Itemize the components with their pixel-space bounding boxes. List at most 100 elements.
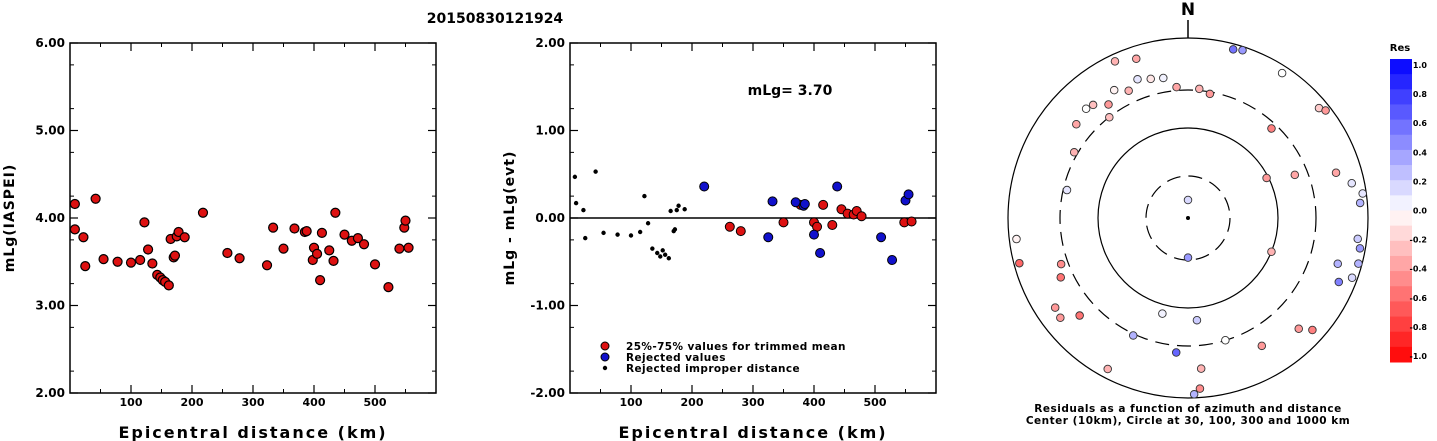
polar-caption-line-2: Center (10km), Circle at 30, 100, 300 an… <box>1026 415 1350 427</box>
improper-distance-point <box>628 233 634 238</box>
station-residual-point <box>1308 325 1317 335</box>
y-tick-label: 5.00 <box>35 124 65 138</box>
station-magnitude-point <box>278 243 289 254</box>
ring-300km <box>1059 89 1317 347</box>
improper-distance-point <box>642 193 647 199</box>
station-magnitude-point <box>328 255 339 266</box>
colorbar-cell <box>1390 346 1412 363</box>
colorbar-cell <box>1390 59 1412 75</box>
improper-distance-point <box>637 229 643 235</box>
station-magnitude-point <box>316 227 328 238</box>
station-residual-point <box>1062 185 1072 195</box>
y-tick-label: -1.00 <box>530 299 565 313</box>
station-residual-point <box>1110 57 1120 66</box>
colorbar-cell <box>1390 195 1412 211</box>
station-magnitude-point <box>261 260 273 271</box>
station-residual-point <box>1257 341 1267 351</box>
station-magnitude-point <box>125 257 137 268</box>
improper-distance-point <box>581 207 586 213</box>
y-tick-label: 4.00 <box>35 211 65 225</box>
colorbar-cell <box>1390 89 1412 105</box>
station-residual-point <box>1081 104 1091 113</box>
rejected-point <box>809 229 819 240</box>
station-residual-point <box>1355 198 1365 208</box>
station-residual-point <box>1012 234 1021 244</box>
station-residual-point <box>1056 259 1066 269</box>
colorbar-cell <box>1390 149 1412 166</box>
station-magnitude-point <box>78 232 89 243</box>
trimmed-mean-point <box>724 221 735 232</box>
station-residual-point <box>1075 311 1084 320</box>
rejected-point <box>887 255 898 265</box>
colorbar-label: 0.0 <box>1413 207 1428 216</box>
station-residual-point <box>1205 89 1215 99</box>
station-residual-point <box>1172 82 1181 92</box>
station-residual-point <box>1128 331 1138 340</box>
legend-marker <box>600 352 610 362</box>
station-magnitude-point <box>142 244 154 255</box>
colorbar-cell <box>1390 255 1412 272</box>
station-residual-point <box>1195 84 1204 94</box>
x-tick-label: 400 <box>803 396 826 409</box>
station-residual-point <box>1158 309 1167 318</box>
colorbar-cell <box>1390 316 1412 333</box>
north-label: N <box>1181 0 1195 20</box>
station-residual-point <box>1358 189 1367 198</box>
station-residual-point <box>1088 100 1098 110</box>
improper-distance-point <box>601 230 606 236</box>
station-magnitude-point <box>135 254 146 266</box>
x-tick-label: 200 <box>181 396 204 409</box>
station-residual-point <box>1294 324 1303 333</box>
colorbar-cell <box>1390 180 1412 196</box>
improper-distance-point <box>672 227 678 232</box>
improper-distance-point <box>645 221 651 226</box>
colorbar-cell <box>1390 240 1412 257</box>
station-residual-point <box>1353 234 1362 244</box>
station-residual-point <box>1189 390 1199 399</box>
legend-label: 25%-75% values for trimmed mean <box>626 341 846 353</box>
station-residual-point <box>1333 259 1343 269</box>
station-magnitude-point <box>80 261 91 272</box>
epicenter-dot <box>1186 216 1190 220</box>
station-residual-point <box>1159 73 1168 83</box>
y-tick-label: -2.00 <box>530 386 565 400</box>
station-residual-point <box>1196 364 1206 373</box>
colorbar-cell <box>1390 210 1412 227</box>
station-residual-point <box>1050 303 1060 312</box>
improper-distance-point <box>660 248 665 253</box>
station-residual-point <box>1321 106 1330 115</box>
station-magnitude-point <box>222 247 233 259</box>
colorbar-cell <box>1390 271 1412 287</box>
rejected-point <box>799 199 810 209</box>
residual-colorbar: Res 1.0 0.8 0.6 0.4 0.2 0.0 -0.2 -0.4 -0.6 -0.8 -1… <box>1390 43 1428 363</box>
ring-100km <box>1097 127 1279 309</box>
station-residual-point <box>1347 178 1356 188</box>
station-magnitude-point <box>112 256 123 267</box>
station-residual-point <box>1221 335 1230 345</box>
colorbar-cell <box>1390 119 1412 136</box>
trimmed-mean-point <box>735 226 746 237</box>
station-magnitude-point <box>98 254 109 265</box>
x-tick-label: 200 <box>681 396 704 409</box>
legend-label: Rejected improper distance <box>626 363 800 375</box>
station-magnitude-point <box>400 215 411 226</box>
station-residual-point <box>1347 273 1357 282</box>
improper-distance-point <box>593 169 598 174</box>
colorbar-cell <box>1390 165 1412 181</box>
station-residual-point <box>1069 148 1079 157</box>
x-axis-label: Epicentral distance (km) <box>618 423 887 441</box>
mean-magnitude-annotation: mLg= 3.70 <box>748 83 833 99</box>
colorbar-label: -0.4 <box>1410 265 1428 274</box>
improper-distance-point <box>666 256 672 261</box>
colorbar-cell <box>1390 134 1412 151</box>
rejected-point <box>815 248 826 258</box>
station-magnitude-point <box>289 223 300 234</box>
station-residual-point <box>1171 348 1181 357</box>
improper-distance-point <box>583 235 588 241</box>
colorbar-cell <box>1390 74 1412 90</box>
station-magnitude-point <box>324 245 335 256</box>
colorbar-label: 0.2 <box>1413 177 1427 186</box>
station-residual-point <box>1183 253 1193 262</box>
improper-distance-point <box>658 254 663 259</box>
